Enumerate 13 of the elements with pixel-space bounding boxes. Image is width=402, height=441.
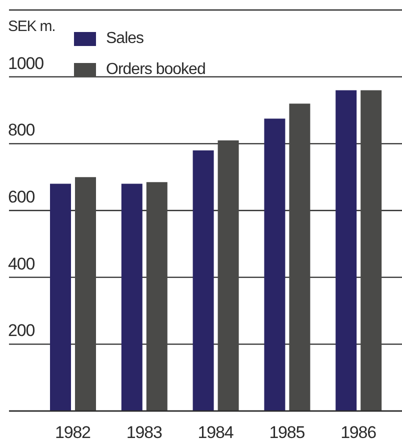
y-axis-title: SEK m. bbox=[8, 18, 56, 35]
legend-label: Sales bbox=[106, 30, 144, 46]
y-tick-label: 800 bbox=[8, 120, 35, 140]
y-tick-label: 1000 bbox=[8, 54, 44, 73]
legend-label: Orders booked bbox=[106, 60, 206, 78]
y-tick-label: 200 bbox=[8, 321, 35, 340]
x-tick-label: 1982 bbox=[54, 423, 91, 441]
x-tick-label: 1984 bbox=[198, 423, 234, 441]
y-tick-label: 600 bbox=[8, 188, 35, 206]
y-tick-label: 400 bbox=[8, 254, 35, 274]
x-tick-label: 1986 bbox=[340, 423, 376, 441]
x-tick-label: 1985 bbox=[269, 423, 305, 441]
x-tick-label: 1983 bbox=[126, 423, 162, 441]
